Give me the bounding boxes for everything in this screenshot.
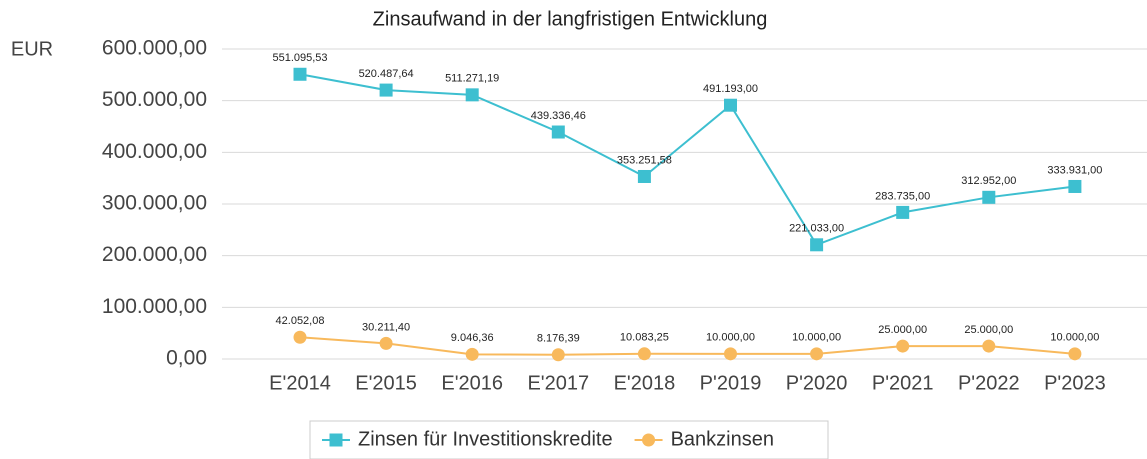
chart-title: Zinsaufwand in der langfristigen Entwick… [373, 8, 768, 30]
y-axis-label: EUR [11, 38, 53, 60]
data-label: 42.052,08 [276, 315, 325, 327]
data-label: 8.176,39 [537, 333, 580, 345]
y-tick-label: 600.000,00 [102, 37, 207, 60]
legend-marker [329, 433, 343, 447]
data-point [982, 190, 996, 204]
x-tick-label: P'2023 [1044, 372, 1106, 394]
data-point [810, 347, 824, 361]
data-label: 25.000,00 [878, 324, 927, 336]
data-label: 10.000,00 [706, 332, 755, 344]
legend-label: Bankzinsen [671, 428, 774, 450]
data-label: 511.271,19 [445, 73, 499, 85]
data-point [982, 339, 996, 353]
data-point [293, 67, 307, 81]
series-line [299, 336, 1075, 356]
data-point [896, 339, 910, 353]
x-tick-label: P'2019 [700, 372, 762, 394]
legend-box [309, 420, 829, 459]
data-point [1068, 179, 1082, 193]
x-tick-label: E'2015 [355, 372, 417, 394]
data-point [551, 348, 565, 362]
data-label: 10.000,00 [792, 332, 841, 344]
data-label: 333.931,00 [1047, 164, 1102, 176]
data-point [551, 125, 565, 139]
data-point [379, 336, 393, 350]
y-tick-label: 300.000,00 [102, 192, 207, 215]
data-label: 25.000,00 [964, 324, 1013, 336]
x-tick-label: E'2014 [269, 372, 331, 394]
data-label: 221.033,00 [789, 223, 844, 235]
x-tick-label: P'2021 [872, 372, 934, 394]
y-tick-label: 0,00 [166, 347, 207, 370]
x-tick-label: E'2016 [441, 372, 503, 394]
data-label: 439.336,46 [531, 110, 586, 122]
data-point [896, 205, 910, 219]
x-tick-label: E'2017 [527, 372, 589, 394]
data-point [465, 347, 479, 361]
legend-label: Zinsen für Investitionskredite [358, 428, 613, 450]
data-label: 551.095,53 [272, 52, 327, 64]
data-point [724, 347, 737, 361]
data-label: 30.211,40 [362, 321, 410, 333]
y-tick-label: 400.000,00 [102, 140, 207, 163]
x-tick-label: P'2022 [958, 372, 1020, 394]
data-point [379, 83, 393, 97]
data-point [293, 330, 307, 344]
data-label: 520.487,64 [359, 68, 414, 80]
data-label: 10.083,25 [620, 332, 669, 344]
data-label: 312.952,00 [961, 175, 1016, 187]
data-label: 283.735,00 [875, 190, 930, 202]
x-tick-label: P'2020 [786, 372, 848, 394]
y-tick-label: 500.000,00 [102, 88, 207, 111]
legend-marker [642, 433, 656, 447]
data-point [637, 347, 651, 361]
data-label: 353.251,58 [617, 154, 672, 166]
y-tick-label: 200.000,00 [102, 243, 207, 266]
data-point [1068, 347, 1082, 361]
data-point [637, 169, 651, 183]
data-label: 9.046,36 [451, 332, 494, 344]
y-tick-label: 100.000,00 [102, 295, 207, 318]
data-point [810, 238, 824, 252]
data-point [724, 98, 737, 112]
data-label: 491.193,00 [703, 83, 758, 95]
data-point [465, 88, 479, 102]
x-tick-label: E'2018 [614, 372, 676, 394]
data-label: 10.000,00 [1050, 332, 1099, 344]
series-line [299, 73, 1076, 247]
